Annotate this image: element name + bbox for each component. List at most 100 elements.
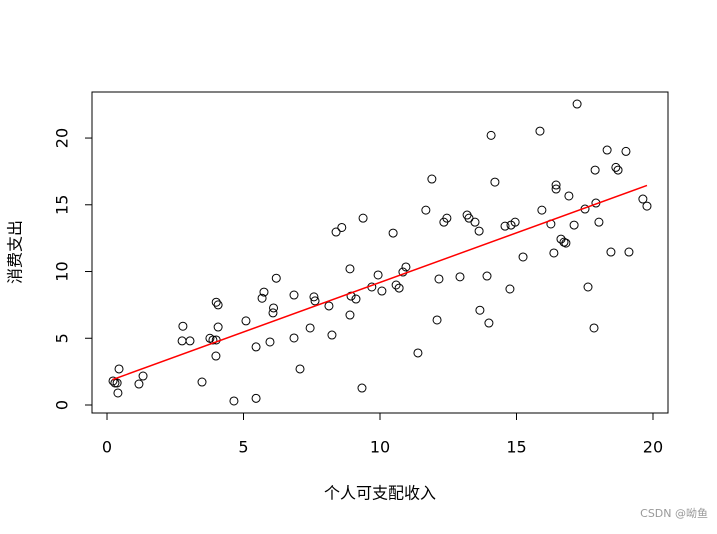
point xyxy=(113,388,123,398)
point xyxy=(337,222,347,232)
point xyxy=(345,264,355,274)
point xyxy=(229,396,239,406)
point xyxy=(401,262,411,272)
point xyxy=(268,308,278,318)
fit-line xyxy=(112,184,648,381)
y-tick-label: 0 xyxy=(53,400,72,410)
point xyxy=(518,252,528,262)
point xyxy=(551,180,561,190)
point xyxy=(208,335,218,345)
point xyxy=(309,292,319,302)
point xyxy=(289,290,299,300)
point xyxy=(388,228,398,238)
point xyxy=(569,220,579,230)
point xyxy=(377,286,387,296)
point xyxy=(373,270,383,280)
point xyxy=(357,383,367,393)
point xyxy=(611,162,621,172)
point xyxy=(500,221,510,231)
point xyxy=(505,284,515,294)
point xyxy=(602,145,612,155)
point xyxy=(108,376,118,386)
point xyxy=(271,273,281,283)
point xyxy=(606,247,616,257)
point xyxy=(535,126,545,136)
point xyxy=(112,378,122,388)
y-axis-label: 消费支出 xyxy=(6,220,25,284)
point xyxy=(346,291,356,301)
point xyxy=(269,303,279,313)
point xyxy=(391,280,401,290)
point xyxy=(561,238,571,248)
point xyxy=(358,213,368,223)
x-tick-label: 15 xyxy=(506,438,526,457)
point xyxy=(295,364,305,374)
point xyxy=(213,322,223,332)
point xyxy=(613,165,623,175)
watermark: CSDN @呦鱼 xyxy=(640,506,708,520)
point xyxy=(432,315,442,325)
point xyxy=(482,271,492,281)
point xyxy=(413,348,423,358)
point xyxy=(594,217,604,227)
point xyxy=(185,336,195,346)
point xyxy=(259,287,269,297)
y-tick-label: 5 xyxy=(53,333,72,343)
point xyxy=(559,237,569,247)
point xyxy=(572,99,582,109)
x-axis-label: 个人可支配收入 xyxy=(324,484,436,503)
point xyxy=(421,205,431,215)
y-tick-label: 15 xyxy=(53,195,72,215)
point xyxy=(434,274,444,284)
point xyxy=(197,377,207,387)
point xyxy=(590,165,600,175)
y-tick-label: 20 xyxy=(53,128,72,148)
point xyxy=(549,248,559,258)
point xyxy=(257,293,267,303)
point xyxy=(289,333,299,343)
x-tick-label: 20 xyxy=(643,438,663,457)
point xyxy=(537,205,547,215)
point xyxy=(251,342,261,352)
point xyxy=(484,318,494,328)
point xyxy=(351,294,361,304)
x-tick-label: 10 xyxy=(370,438,390,457)
point xyxy=(455,272,465,282)
point xyxy=(310,296,320,306)
x-tick-label: 0 xyxy=(102,438,112,457)
point xyxy=(427,174,437,184)
point xyxy=(510,217,520,227)
point xyxy=(642,201,652,211)
point xyxy=(490,177,500,187)
point xyxy=(474,226,484,236)
point xyxy=(589,323,599,333)
point xyxy=(345,310,355,320)
point xyxy=(305,323,315,333)
point xyxy=(324,301,334,311)
y-tick-label: 10 xyxy=(53,261,72,281)
point xyxy=(211,297,221,307)
point xyxy=(470,217,480,227)
point xyxy=(583,282,593,292)
point xyxy=(241,316,251,326)
point xyxy=(114,364,124,374)
point xyxy=(624,247,634,257)
x-tick-label: 5 xyxy=(238,438,248,457)
point xyxy=(134,379,144,389)
point xyxy=(331,227,341,237)
point xyxy=(265,337,275,347)
point xyxy=(442,213,452,223)
point xyxy=(486,130,496,140)
point xyxy=(251,393,261,403)
point xyxy=(564,191,574,201)
point xyxy=(621,146,631,156)
point xyxy=(475,305,485,315)
point xyxy=(551,184,561,194)
point xyxy=(211,351,221,361)
point xyxy=(394,283,404,293)
point xyxy=(327,330,337,340)
point xyxy=(178,321,188,331)
point xyxy=(638,194,648,204)
